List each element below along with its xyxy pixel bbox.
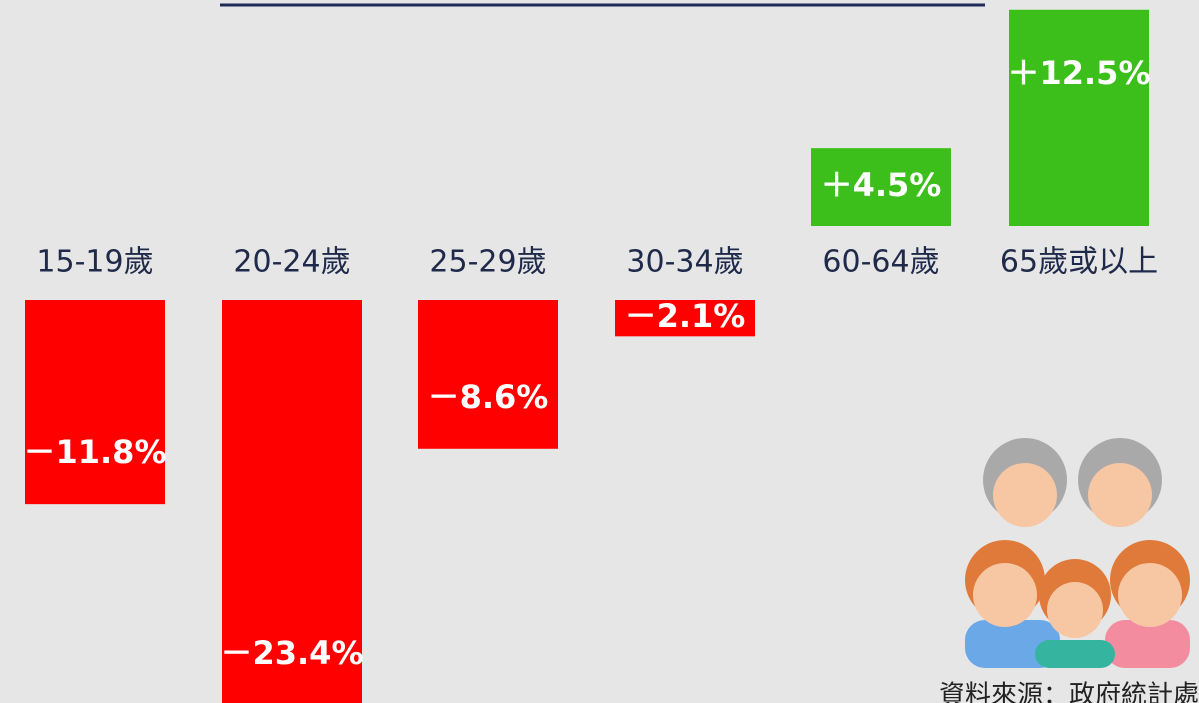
category-label: 25-29歲 [429, 245, 546, 280]
value-label: －2.1% [625, 297, 746, 335]
bar [418, 300, 558, 449]
bar [1009, 9, 1149, 226]
bar [222, 300, 362, 703]
bar [25, 300, 165, 505]
category-label: 15-19歲 [36, 245, 153, 280]
bar [615, 300, 755, 337]
bar [811, 148, 951, 226]
value-label: －8.6% [428, 378, 549, 416]
value-label: －11.8% [23, 433, 166, 471]
value-label: －23.4% [220, 634, 363, 672]
source-note: 資料來源：政府統計處 [939, 681, 1199, 703]
category-label: 30-34歲 [626, 245, 743, 280]
category-label: 60-64歲 [822, 245, 939, 280]
category-label: 20-24歲 [233, 245, 350, 280]
value-label: ＋4.5% [821, 166, 942, 204]
people-icon [965, 438, 1190, 668]
value-label: ＋12.5% [1007, 54, 1150, 92]
category-label: 65歲或以上 [1000, 245, 1158, 280]
